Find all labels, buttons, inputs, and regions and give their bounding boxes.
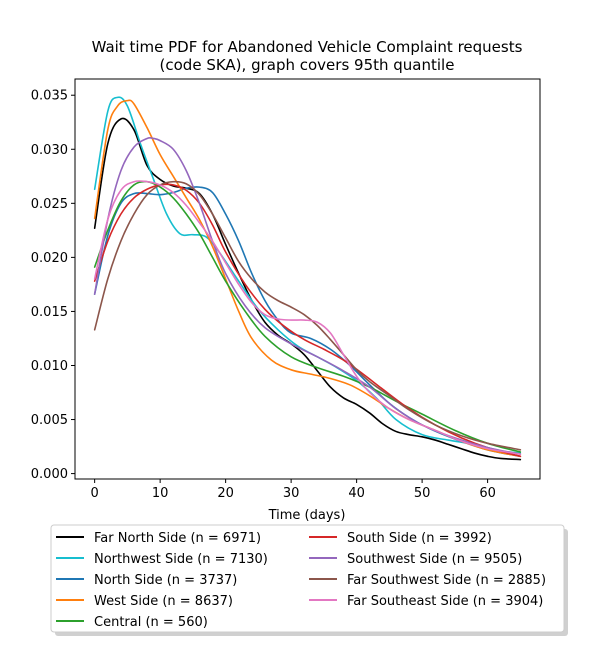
series-line-8 <box>93 180 522 451</box>
x-tick-label: 10 <box>152 486 169 501</box>
series-line-6 <box>93 183 522 458</box>
legend-label: Far North Side (n = 6971) <box>94 531 261 546</box>
legend-label: Far Southwest Side (n = 2885) <box>347 573 546 588</box>
legend-label: Central (n = 560) <box>94 615 208 630</box>
series-line-1 <box>93 117 522 461</box>
y-tick-label: 0.035 <box>31 89 68 104</box>
y-tick-label: 0.025 <box>31 197 68 212</box>
legend-item-1: Far North Side (n = 6971) <box>56 531 261 546</box>
plot-area-frame <box>74 78 541 480</box>
legend-frame <box>50 524 565 633</box>
legend-label: Far Southeast Side (n = 3904) <box>347 594 543 609</box>
y-tick-label: 0.000 <box>31 467 68 482</box>
series-lines <box>93 96 522 461</box>
y-axis: 0.000 0.005 0.010 0.015 0.020 0.025 0.030 0.035 <box>31 89 75 482</box>
series-line-7 <box>93 136 522 455</box>
y-tick-label: 0.005 <box>31 413 68 428</box>
legend-item-6: South Side (n = 3992) <box>309 531 492 546</box>
legend-label: West Side (n = 8637) <box>94 594 233 609</box>
legend-item-8: Far Southwest Side (n = 2885) <box>309 573 546 588</box>
x-tick-label: 0 <box>91 486 99 501</box>
chart-title: Wait time PDF for Abandoned Vehicle Comp… <box>92 38 523 74</box>
legend-item-5: Central (n = 560) <box>56 615 208 630</box>
x-tick-label: 30 <box>283 486 300 501</box>
legend-item-4: West Side (n = 8637) <box>56 594 233 609</box>
legend-label: Southwest Side (n = 9505) <box>347 552 522 567</box>
x-tick-label: 50 <box>414 486 431 501</box>
legend-label: Northwest Side (n = 7130) <box>94 552 268 567</box>
x-axis-label: Time (days) <box>268 508 346 523</box>
legend-items: Far North Side (n = 6971) Northwest Side … <box>56 531 546 630</box>
legend: Far North Side (n = 6971) Northwest Side … <box>50 524 568 636</box>
x-axis: 0 10 20 30 40 50 60 <box>91 479 496 501</box>
legend-item-7: Southwest Side (n = 9505) <box>309 552 522 567</box>
y-tick-label: 0.015 <box>31 305 68 320</box>
y-tick-label: 0.020 <box>31 251 68 266</box>
series-line-3 <box>93 186 522 458</box>
legend-label: North Side (n = 3737) <box>94 573 237 588</box>
chart-title-line-2: (code SKA), graph covers 95th quantile <box>160 56 455 74</box>
y-tick-label: 0.030 <box>31 143 68 158</box>
legend-item-2: Northwest Side (n = 7130) <box>56 552 268 567</box>
legend-item-9: Far Southeast Side (n = 3904) <box>309 594 543 609</box>
legend-label: South Side (n = 3992) <box>347 531 492 546</box>
x-tick-label: 20 <box>217 486 234 501</box>
series-line-4 <box>93 99 522 458</box>
x-tick-label: 60 <box>479 486 496 501</box>
y-tick-label: 0.010 <box>31 359 68 374</box>
chart-title-line-1: Wait time PDF for Abandoned Vehicle Comp… <box>92 38 523 56</box>
series-line-9 <box>93 180 522 455</box>
legend-item-3: North Side (n = 3737) <box>56 573 237 588</box>
x-tick-label: 40 <box>348 486 365 501</box>
